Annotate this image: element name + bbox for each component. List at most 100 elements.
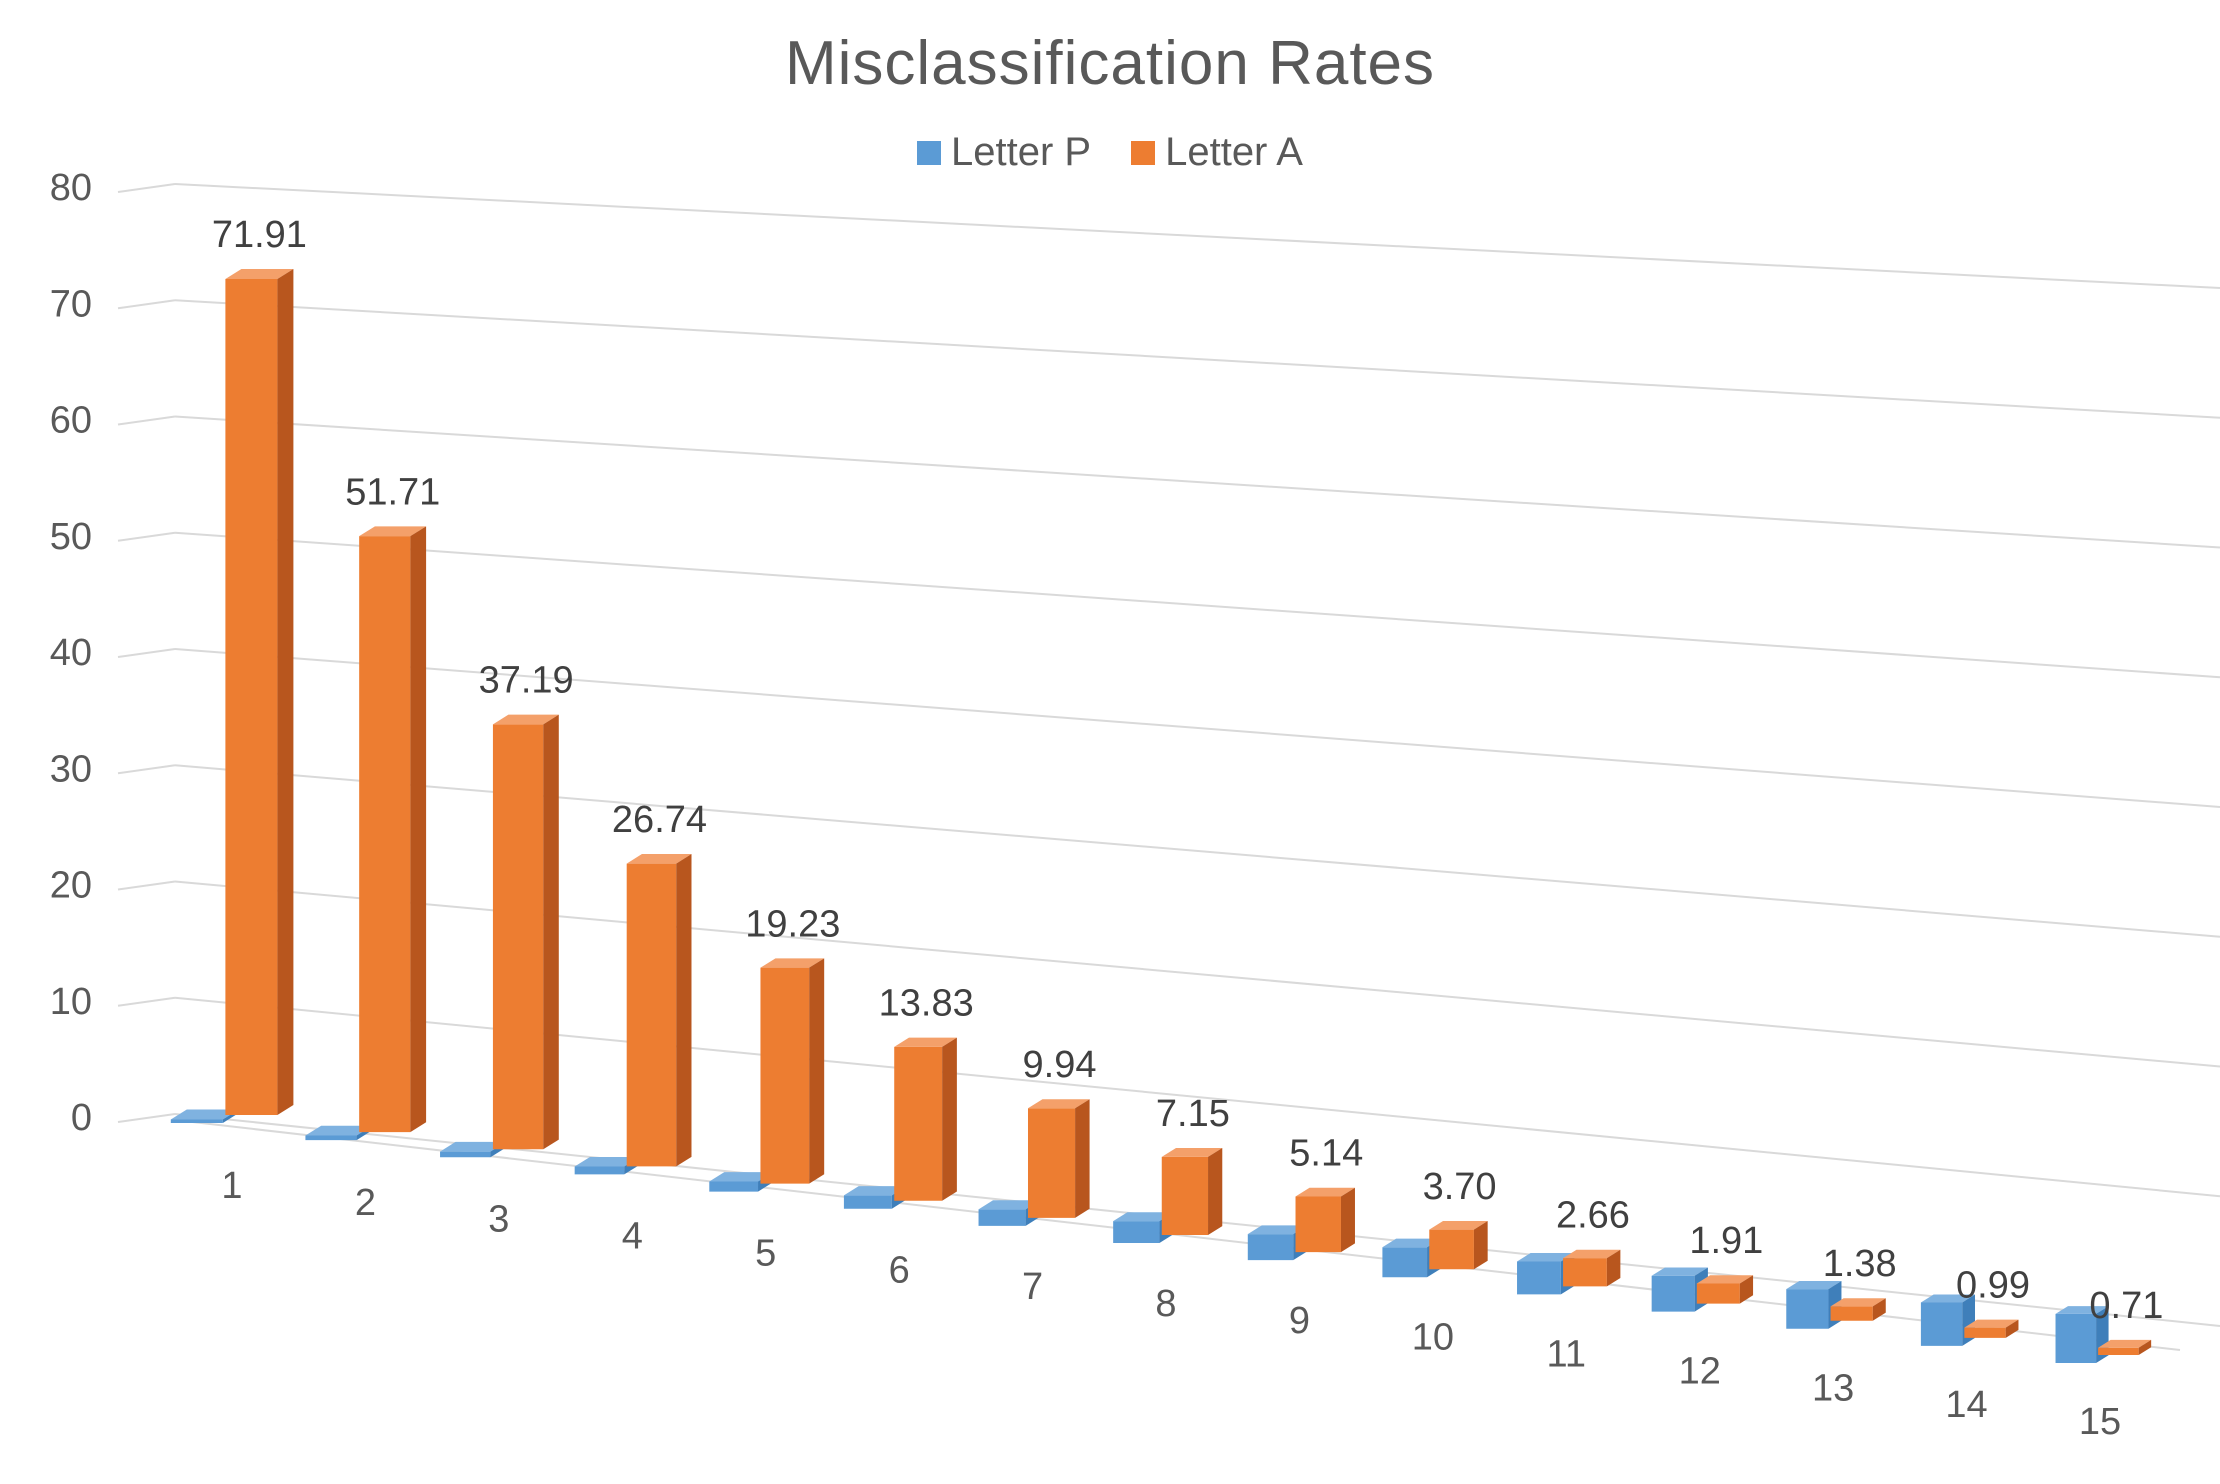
gridline-left-60 [117,415,176,426]
bar-letter-p-5 [709,1181,759,1192]
bar-letter-p-top-10 [1382,1238,1441,1248]
bar-letter-a-13 [1830,1306,1873,1321]
bar-letter-a-side-4 [676,854,692,1167]
bar-letter-p-1 [170,1119,223,1123]
bar-letter-a-top-7 [1027,1099,1090,1109]
x-tick-label: 5 [755,1232,776,1274]
data-label-letter-a: 2.66 [1556,1195,1630,1237]
bar-letter-p-top-6 [843,1186,907,1196]
x-tick-label: 14 [1945,1384,1987,1426]
legend-label-letter-a: Letter A [1165,130,1303,174]
bar-letter-a-6 [894,1046,943,1201]
data-label-letter-a: 0.99 [1956,1265,2030,1307]
bar-letter-a-side-9 [1340,1187,1355,1253]
bar-letter-p-14 [1920,1302,1963,1346]
bar-letter-a-side-13 [1872,1298,1886,1321]
gridline-70 [174,299,2220,419]
x-tick-label: 10 [1412,1317,1454,1359]
y-tick-label: 70 [50,283,92,325]
bar-letter-p-top-13 [1786,1280,1842,1290]
bar-letter-a-7 [1027,1108,1076,1218]
x-tick-label: 4 [622,1216,643,1258]
bar-letter-a-4 [626,863,677,1167]
data-label-letter-a: 9.94 [1023,1044,1097,1086]
bar-letter-a-9 [1295,1196,1341,1253]
gridline-20 [174,880,2220,1068]
bar-letter-p-top-2 [305,1125,373,1136]
bar-letter-p-3 [440,1151,491,1158]
bar-letter-p-11 [1517,1261,1561,1295]
bar-letter-a-2 [359,536,411,1133]
data-label-letter-a: 19.23 [745,903,840,945]
x-tick-label: 7 [1022,1266,1043,1308]
bar-letter-a-top-5 [760,958,825,968]
data-label-letter-a: 37.19 [479,660,574,702]
data-labels: 71.9151.7137.1926.7419.2313.839.947.155.… [212,214,2164,1327]
data-label-letter-a: 51.71 [345,471,440,513]
bar-letter-a-side-14 [2005,1319,2019,1338]
bar-letter-a-side-1 [277,269,294,1115]
bar-letter-p-top-15 [2055,1306,2109,1314]
bar-letter-p-top-3 [440,1141,506,1152]
bar-letter-a-side-10 [1473,1221,1488,1270]
data-label-letter-a: 26.74 [612,799,707,841]
bar-letter-a-top-13 [1830,1298,1886,1307]
bar-letter-p-top-11 [1517,1253,1575,1262]
bar-letter-p-6 [843,1195,892,1209]
bar-letter-p-2 [305,1135,357,1141]
y-tick-label: 50 [50,516,92,558]
bar-letter-p-7 [978,1209,1026,1226]
chart-title: Misclassification Rates [784,29,1436,98]
x-tick-label: 1 [221,1165,242,1207]
bar-letter-p-9 [1247,1234,1294,1261]
bar-letter-a-top-1 [225,269,294,280]
gridline-left-40 [117,648,176,658]
y-tick-label: 10 [50,981,92,1023]
bar-letter-p-4 [574,1166,625,1175]
data-label-letter-a: 0.71 [2089,1285,2163,1327]
bar-letter-a-top-12 [1696,1275,1754,1284]
bar-letter-p-top-9 [1247,1225,1308,1235]
bar-letter-a-3 [492,724,544,1150]
x-axis: 1 2 3 4 5 6 7 8 9 10 11 12 13 14 15 [221,1165,2121,1443]
bar-letter-a-side-6 [942,1037,957,1201]
data-label-letter-a: 3.70 [1423,1166,1497,1208]
x-tick-label: 15 [2079,1401,2121,1443]
x-tick-label: 12 [1679,1350,1721,1392]
bar-letter-a-top-2 [359,526,427,537]
bar-letter-a-top-4 [626,854,692,864]
y-axis: 0 10 20 30 40 50 60 70 80 [50,167,92,1139]
bar-letter-a-10 [1429,1229,1474,1270]
data-label-letter-a: 1.91 [1689,1220,1763,1262]
data-label-letter-a: 5.14 [1289,1133,1363,1175]
bar-letter-p-10 [1382,1247,1428,1278]
gridline-left-20 [117,880,176,891]
gridline-60 [174,415,2220,549]
gridline-left-0 [117,1113,176,1123]
gridline-80 [174,183,2220,289]
bar-letter-a-11 [1563,1258,1607,1287]
bar-letter-p-top-12 [1651,1267,1708,1276]
bar-letter-a-top-6 [894,1037,957,1047]
bar-letter-a-5 [760,967,810,1184]
x-tick-label: 3 [488,1199,509,1241]
bar-letter-a-side-11 [1606,1249,1621,1287]
bar-letter-p-top-14 [1920,1294,1976,1303]
y-tick-label: 40 [50,632,92,674]
bar-letter-a-top-15 [2098,1339,2152,1348]
y-tick-label: 30 [50,748,92,790]
bar-letter-p-8 [1113,1221,1160,1243]
bar-letter-a-side-8 [1208,1147,1223,1235]
data-label-letter-a: 7.15 [1156,1093,1230,1135]
x-tick-label: 2 [355,1182,376,1224]
bars [170,269,2152,1363]
bar-letter-a-top-3 [492,714,559,725]
legend-item-letter-p: Letter P [917,130,1091,175]
y-tick-label: 60 [50,400,92,442]
bar-letter-a-top-10 [1429,1221,1488,1230]
bar-letter-a-12 [1696,1283,1740,1304]
gridline-40 [174,648,2220,808]
bar-letter-a-top-8 [1161,1147,1223,1157]
x-tick-label: 9 [1289,1300,1310,1342]
